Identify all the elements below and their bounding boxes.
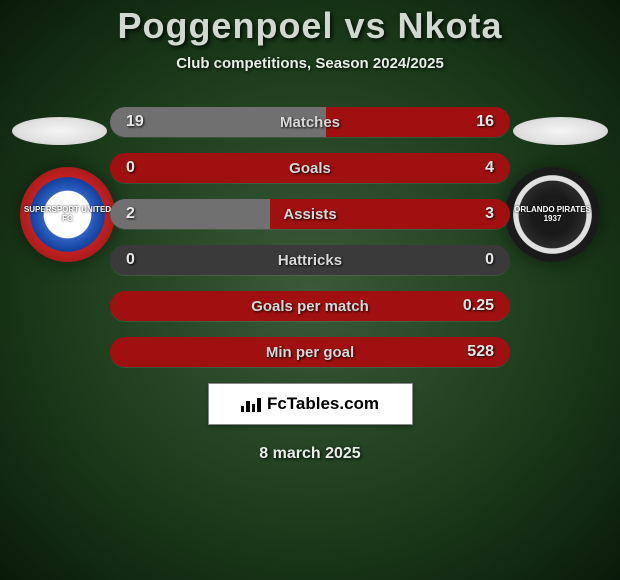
stat-row: 0Goals4 bbox=[110, 153, 510, 183]
stat-label: Min per goal bbox=[166, 344, 454, 361]
infographic-container: Poggenpoel vs Nkota Club competitions, S… bbox=[0, 0, 620, 580]
stat-label: Goals per match bbox=[166, 298, 454, 315]
stat-left-value: 2 bbox=[126, 205, 166, 223]
right-team-badge: ORLANDO PIRATES 1937 bbox=[505, 167, 600, 262]
bar-content: 0Hattricks0 bbox=[110, 245, 510, 275]
footer-label: FcTables.com bbox=[267, 394, 379, 414]
stat-bars: 19Matches160Goals42Assists30Hattricks0Go… bbox=[110, 107, 510, 367]
stat-label: Goals bbox=[166, 160, 454, 177]
stat-row: 0Hattricks0 bbox=[110, 245, 510, 275]
bar-content: Goals per match0.25 bbox=[110, 291, 510, 321]
right-badge-text: ORLANDO PIRATES 1937 bbox=[505, 206, 600, 224]
stats-area: SUPERSPORT UNITED FC ORLANDO PIRATES 193… bbox=[0, 107, 620, 367]
right-ellipse-decoration bbox=[513, 117, 608, 145]
bar-content: 2Assists3 bbox=[110, 199, 510, 229]
page-title: Poggenpoel vs Nkota bbox=[0, 5, 620, 47]
stat-label: Matches bbox=[166, 114, 454, 131]
left-team-badge: SUPERSPORT UNITED FC bbox=[20, 167, 115, 262]
stat-label: Assists bbox=[166, 206, 454, 223]
left-ellipse-decoration bbox=[12, 117, 107, 145]
stat-row: Min per goal528 bbox=[110, 337, 510, 367]
stat-row: Goals per match0.25 bbox=[110, 291, 510, 321]
chart-icon bbox=[241, 396, 261, 412]
stat-right-value: 3 bbox=[454, 205, 494, 223]
stat-label: Hattricks bbox=[166, 252, 454, 269]
bar-content: 0Goals4 bbox=[110, 153, 510, 183]
stat-left-value: 0 bbox=[126, 159, 166, 177]
bar-content: Min per goal528 bbox=[110, 337, 510, 367]
stat-right-value: 0.25 bbox=[454, 297, 494, 315]
footer-attribution: FcTables.com bbox=[208, 383, 413, 425]
stat-left-value: 0 bbox=[126, 251, 166, 269]
subtitle: Club competitions, Season 2024/2025 bbox=[0, 55, 620, 72]
stat-left-value: 19 bbox=[126, 113, 166, 131]
stat-row: 19Matches16 bbox=[110, 107, 510, 137]
stat-row: 2Assists3 bbox=[110, 199, 510, 229]
date-label: 8 march 2025 bbox=[0, 445, 620, 463]
stat-right-value: 16 bbox=[454, 113, 494, 131]
left-badge-text: SUPERSPORT UNITED FC bbox=[20, 206, 115, 224]
stat-right-value: 0 bbox=[454, 251, 494, 269]
stat-right-value: 528 bbox=[454, 343, 494, 361]
bar-content: 19Matches16 bbox=[110, 107, 510, 137]
stat-right-value: 4 bbox=[454, 159, 494, 177]
